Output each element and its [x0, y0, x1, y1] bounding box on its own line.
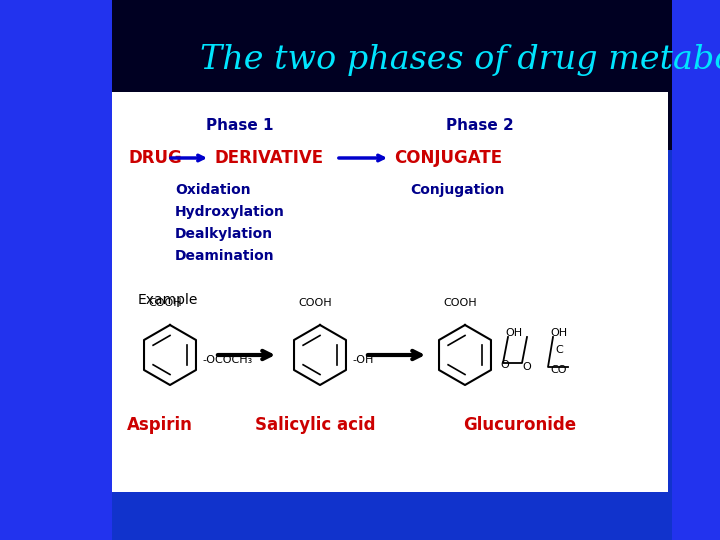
Text: Aspirin: Aspirin — [127, 416, 193, 434]
Text: Hydroxylation: Hydroxylation — [175, 205, 285, 219]
Text: Phase 2: Phase 2 — [446, 118, 514, 132]
Text: CO: CO — [550, 365, 567, 375]
Text: Deamination: Deamination — [175, 249, 274, 263]
Text: DRUG: DRUG — [128, 149, 181, 167]
Text: -OCOCH₃: -OCOCH₃ — [202, 355, 252, 365]
Text: Example: Example — [138, 293, 199, 307]
Text: O: O — [500, 360, 509, 370]
Text: CONJUGATE: CONJUGATE — [394, 149, 502, 167]
Text: COOH: COOH — [444, 298, 477, 308]
Bar — [112, 0, 672, 150]
Text: DERIVATIVE: DERIVATIVE — [214, 149, 323, 167]
Text: The two phases of drug metabolism: The two phases of drug metabolism — [200, 44, 720, 76]
Text: Glucuronide: Glucuronide — [464, 416, 577, 434]
Text: OH: OH — [550, 328, 567, 338]
Text: O: O — [522, 362, 531, 372]
Bar — [672, 0, 720, 540]
Bar — [0, 0, 112, 540]
Text: Dealkylation: Dealkylation — [175, 227, 273, 241]
Text: -OH: -OH — [352, 355, 374, 365]
Text: Oxidation: Oxidation — [175, 183, 251, 197]
Bar — [112, 92, 668, 492]
Text: Phase 1: Phase 1 — [206, 118, 274, 132]
Text: COOH: COOH — [298, 298, 332, 308]
Text: Conjugation: Conjugation — [410, 183, 505, 197]
Text: COOH: COOH — [148, 298, 182, 308]
Text: Salicylic acid: Salicylic acid — [255, 416, 375, 434]
Text: C: C — [555, 345, 563, 355]
Text: OH: OH — [505, 328, 522, 338]
Bar — [112, 150, 672, 410]
Bar — [112, 410, 672, 540]
